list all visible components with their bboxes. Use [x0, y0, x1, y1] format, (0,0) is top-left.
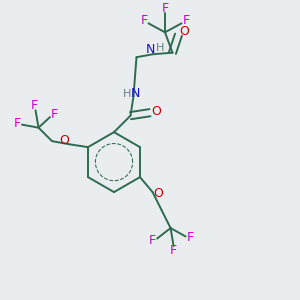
Text: F: F — [187, 232, 194, 244]
Text: F: F — [140, 14, 148, 27]
Text: F: F — [161, 2, 169, 15]
Text: F: F — [14, 117, 21, 130]
Text: F: F — [170, 244, 177, 257]
Text: O: O — [179, 25, 189, 38]
Text: O: O — [153, 188, 163, 200]
Text: O: O — [60, 134, 70, 147]
Text: H: H — [123, 89, 131, 99]
Text: O: O — [151, 105, 161, 118]
Text: F: F — [149, 235, 156, 248]
Text: H: H — [156, 43, 165, 53]
Text: N: N — [145, 43, 155, 56]
Text: F: F — [31, 99, 38, 112]
Text: F: F — [50, 108, 57, 121]
Text: F: F — [182, 14, 190, 27]
Text: N: N — [131, 87, 141, 100]
